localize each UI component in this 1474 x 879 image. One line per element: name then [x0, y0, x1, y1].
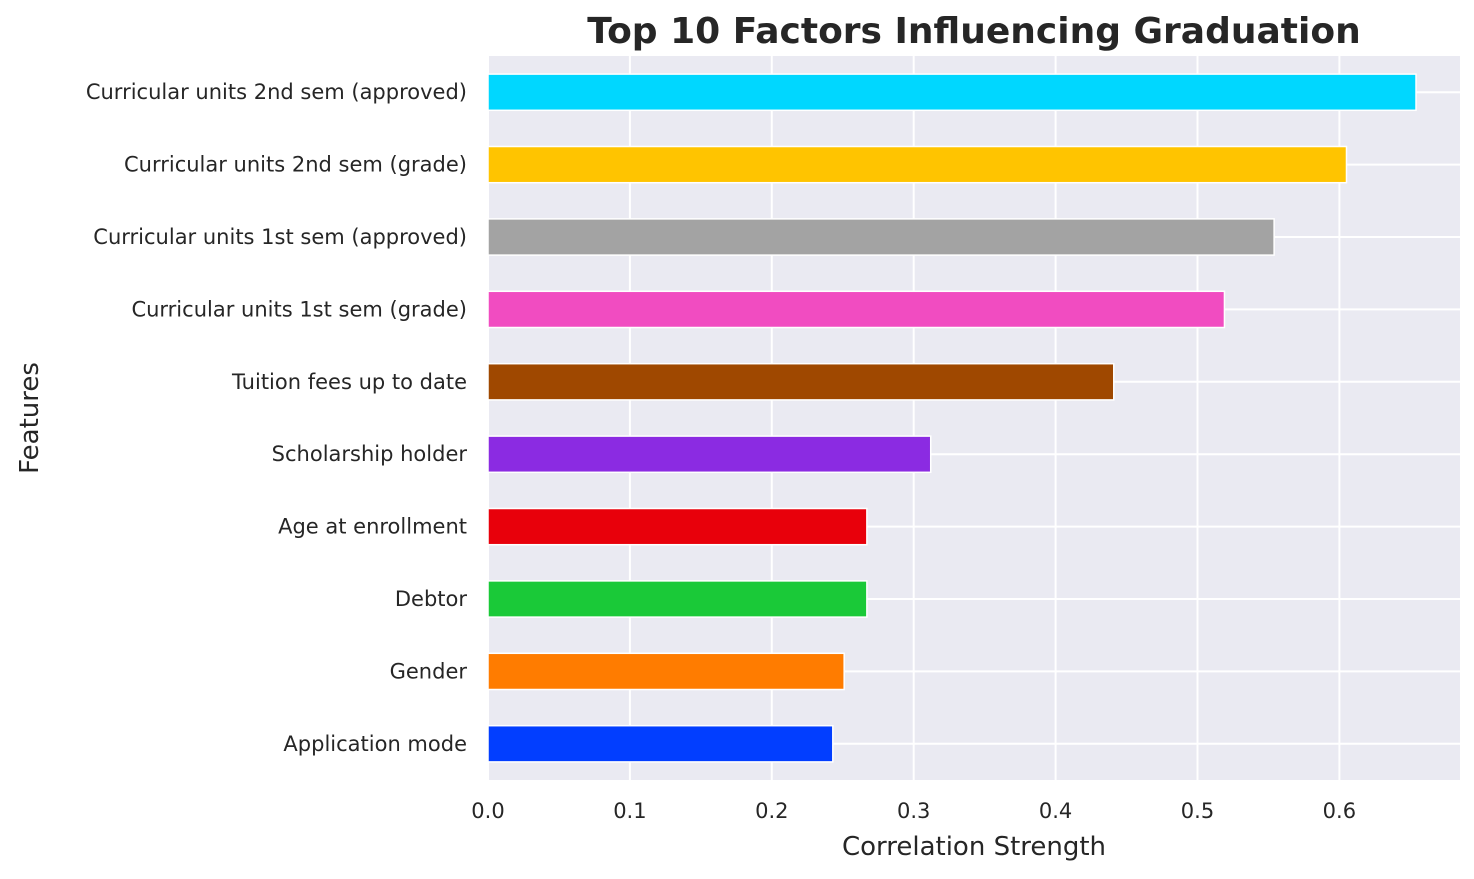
y-axis-title: Features: [15, 362, 45, 474]
x-tick-label: 0.3: [897, 799, 930, 823]
bars: [487, 73, 1417, 763]
y-tick-label: Age at enrollment: [278, 515, 467, 539]
y-tick-labels: Curricular units 2nd sem (approved) Curri…: [86, 80, 468, 756]
y-tick-label: Gender: [390, 659, 468, 683]
bar: [487, 73, 1417, 112]
x-tick-label: 0.1: [613, 799, 646, 823]
x-axis-title: Correlation Strength: [842, 832, 1106, 862]
x-tick-label: 0.5: [1181, 799, 1214, 823]
bar: [487, 435, 932, 474]
x-tick-label: 0.4: [1039, 799, 1072, 823]
x-tick-label: 0.2: [755, 799, 788, 823]
bar: [487, 145, 1348, 184]
bar: [487, 507, 868, 546]
bar: [487, 724, 834, 763]
bar: [487, 290, 1226, 329]
bar: [487, 362, 1115, 401]
y-tick-label: Curricular units 1st sem (approved): [93, 225, 467, 249]
y-tick-label: Curricular units 2nd sem (approved): [86, 80, 467, 104]
y-tick-label: Debtor: [395, 587, 468, 611]
chart-title: Top 10 Factors Influencing Graduation: [587, 11, 1360, 52]
x-tick-labels: 0.0 0.1 0.2 0.3 0.4 0.5 0.6: [471, 799, 1356, 823]
x-tick-label: 0.6: [1323, 799, 1356, 823]
x-tick-label: 0.0: [471, 799, 504, 823]
bar: [487, 218, 1275, 256]
y-tick-label: Application mode: [283, 732, 467, 756]
y-tick-label: Curricular units 2nd sem (grade): [124, 153, 467, 177]
bar: [487, 652, 845, 691]
y-tick-label: Curricular units 1st sem (grade): [131, 297, 467, 321]
y-tick-label: Scholarship holder: [272, 442, 468, 466]
bar: [487, 580, 868, 618]
y-tick-label: Tuition fees up to date: [231, 370, 467, 394]
